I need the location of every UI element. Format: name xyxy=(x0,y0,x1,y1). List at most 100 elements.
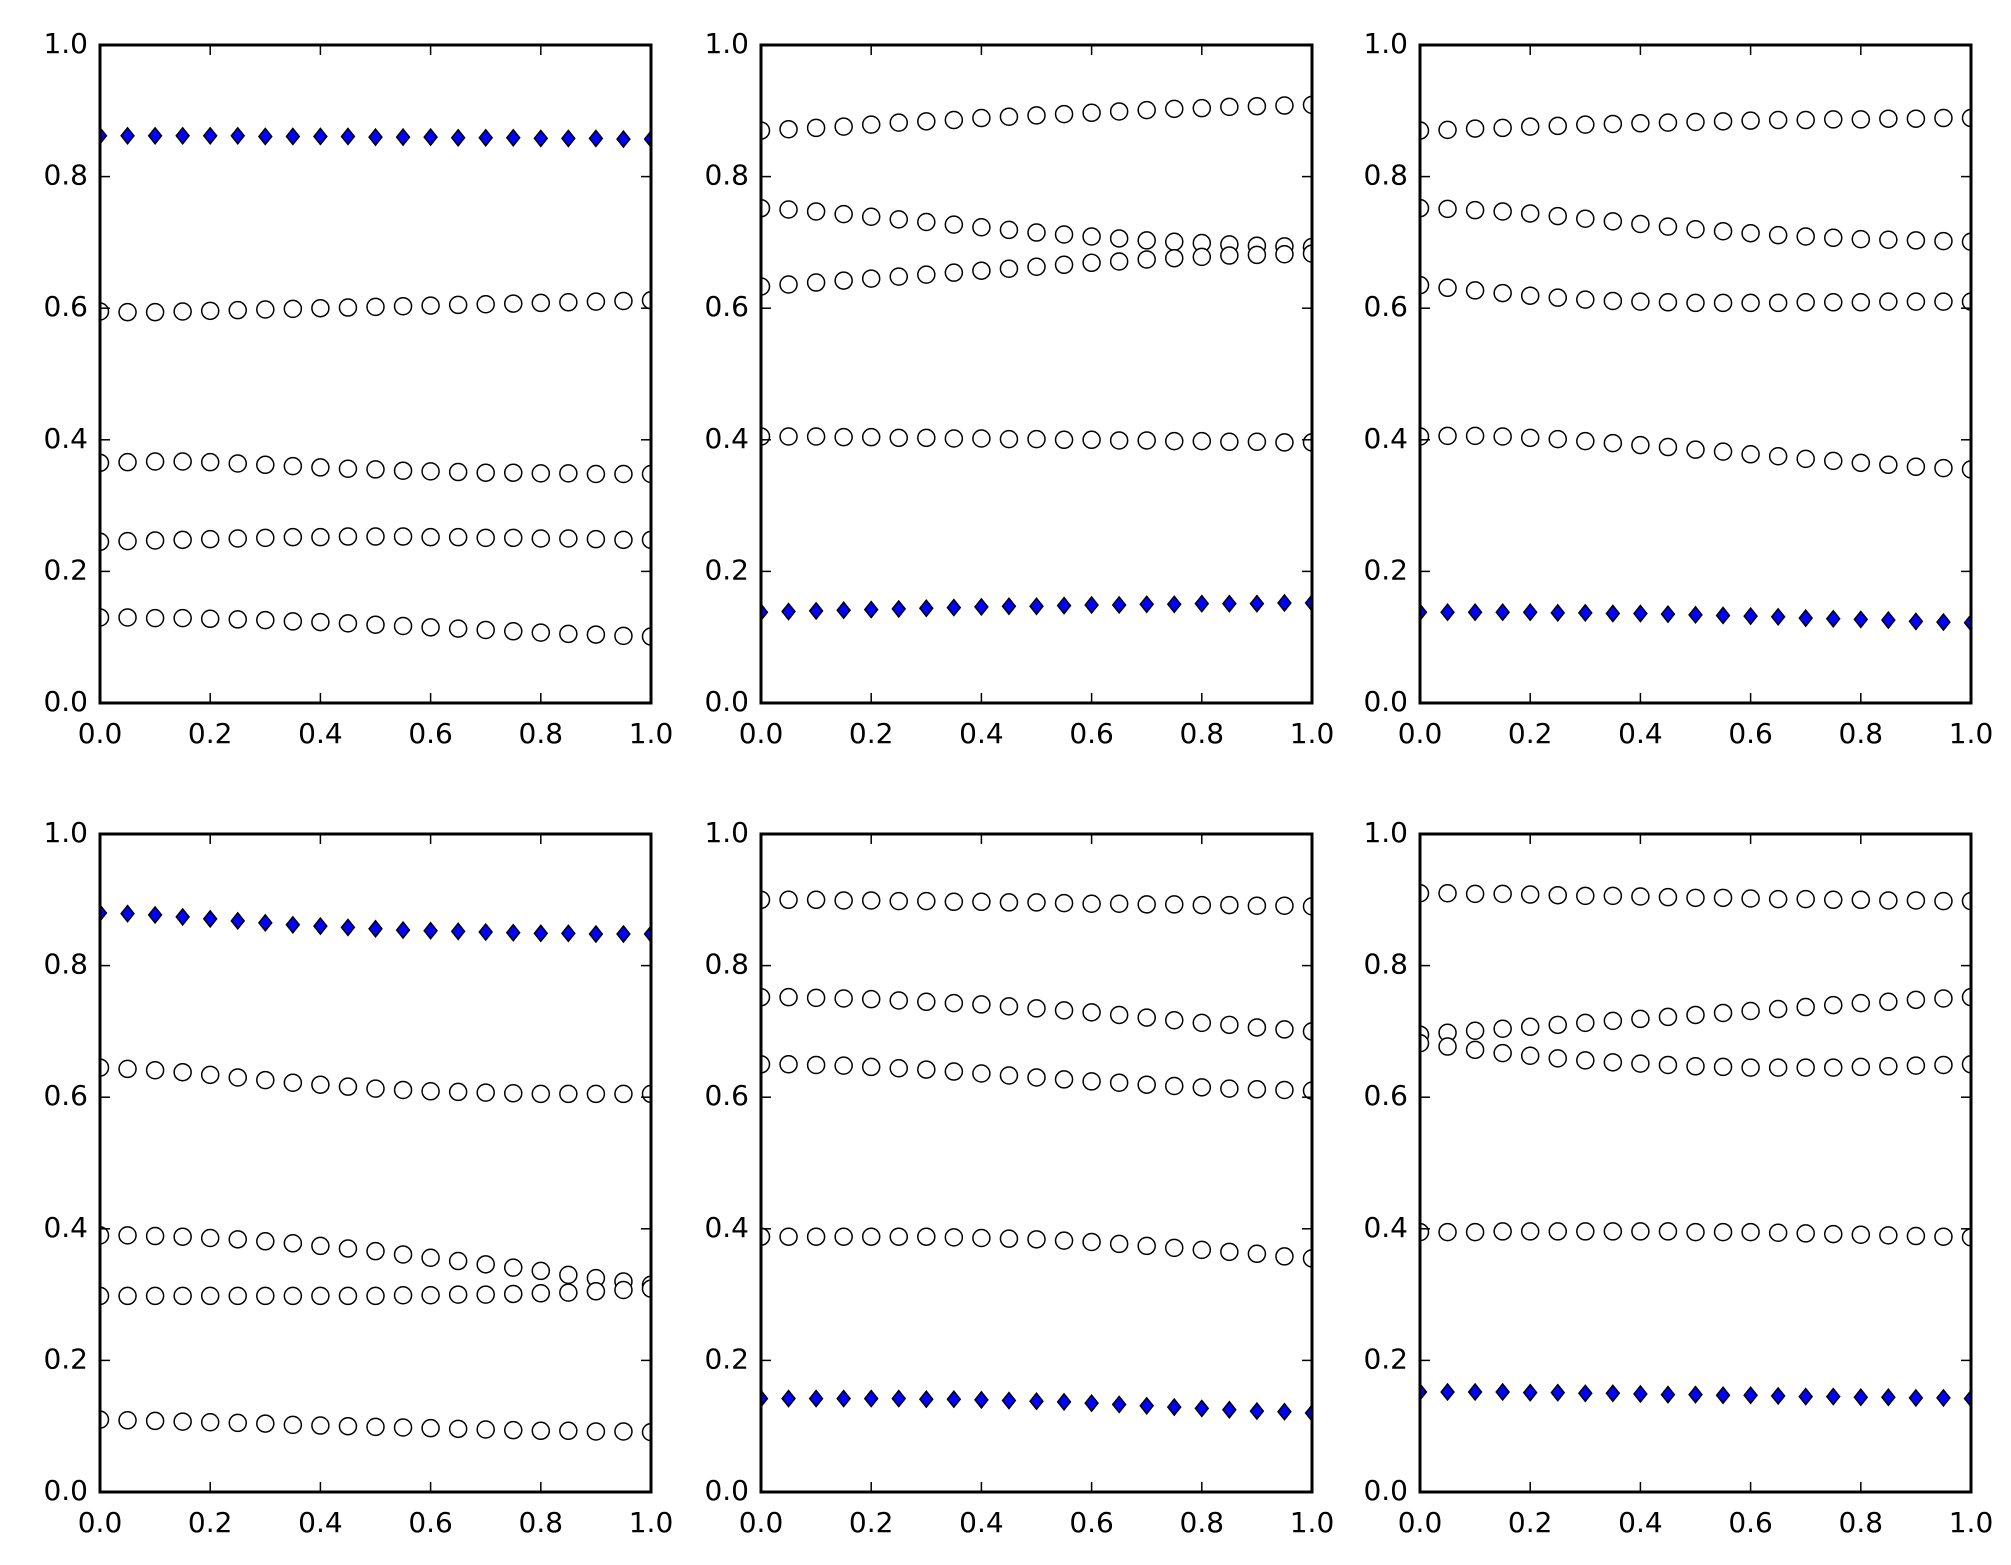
circle-point xyxy=(1658,1055,1678,1075)
diamond-point xyxy=(1304,1403,1312,1423)
x-tick-label: 0.6 xyxy=(408,1506,453,1539)
diamond-point xyxy=(616,924,631,944)
circle-point xyxy=(1851,993,1871,1013)
axes-frame xyxy=(98,43,653,705)
circle-point xyxy=(531,1421,551,1441)
circle-point xyxy=(614,626,633,646)
circle-point xyxy=(283,456,303,476)
circle-point xyxy=(1906,231,1926,250)
circle-point xyxy=(559,1265,578,1285)
x-tick-label: 0.8 xyxy=(1839,717,1884,750)
circle-point xyxy=(1275,433,1294,452)
circle-point xyxy=(421,462,440,481)
circle-point xyxy=(421,1286,440,1305)
circle-point xyxy=(1631,214,1650,234)
circle-point xyxy=(999,997,1019,1016)
plot-area xyxy=(761,890,1312,1423)
y-tick-label: 0.2 xyxy=(1363,553,1408,586)
circle-point xyxy=(761,277,771,296)
circle-point xyxy=(806,118,826,138)
circle-point xyxy=(1713,221,1733,241)
circle-point xyxy=(1934,1227,1953,1246)
diamond-point xyxy=(505,923,521,942)
circle-point xyxy=(1851,453,1871,473)
circle-point xyxy=(1824,228,1843,248)
circle-point xyxy=(1548,429,1567,449)
circle-point xyxy=(1796,110,1815,130)
circle-point xyxy=(283,299,303,319)
diamond-point xyxy=(1522,1383,1538,1402)
y-tick-label: 1.0 xyxy=(43,816,88,849)
circle-point xyxy=(1851,110,1871,129)
circle-point xyxy=(448,462,468,482)
circle-point xyxy=(1576,290,1595,309)
circle-point xyxy=(1741,223,1760,243)
diamond-point xyxy=(1139,1396,1155,1416)
circle-point xyxy=(1576,1013,1595,1033)
circle-point xyxy=(834,1227,853,1246)
circle-point xyxy=(338,527,358,546)
circle-point xyxy=(283,1415,303,1435)
circle-point xyxy=(586,1282,606,1301)
circle-point xyxy=(972,1228,991,1248)
circle-point xyxy=(806,1227,826,1246)
x-tick-label: 0.0 xyxy=(78,1506,123,1539)
circle-point xyxy=(614,1422,633,1441)
circle-point xyxy=(1220,246,1239,265)
diamond-point xyxy=(313,916,328,936)
circle-point xyxy=(200,1228,220,1248)
circle-point xyxy=(1658,217,1678,236)
circle-point xyxy=(889,991,908,1010)
circle-point xyxy=(1420,198,1430,218)
circle-point xyxy=(173,1286,192,1306)
circle-point xyxy=(1603,212,1623,231)
circle-point xyxy=(1027,1068,1046,1087)
circle-point xyxy=(1275,96,1294,115)
circle-point xyxy=(1686,1005,1705,1025)
diamond-point xyxy=(1798,1387,1814,1406)
diamond-point xyxy=(1936,1388,1951,1408)
circle-point xyxy=(421,618,440,637)
circle-point xyxy=(476,1083,495,1102)
diamond-point xyxy=(1056,596,1072,615)
circle-point xyxy=(256,1414,275,1433)
circle-point xyxy=(1275,896,1294,915)
circle-point xyxy=(1576,209,1595,228)
circle-point xyxy=(531,1261,551,1281)
circle-point xyxy=(338,459,358,479)
circle-point xyxy=(1631,114,1650,133)
circle-point xyxy=(834,204,853,224)
diamond-point xyxy=(1277,593,1292,613)
diamond-point xyxy=(395,127,411,147)
x-tick-label: 1.0 xyxy=(1949,717,1994,750)
circle-point xyxy=(1851,890,1871,910)
circle-point xyxy=(200,529,220,549)
circle-point xyxy=(1165,431,1184,451)
diamond-point xyxy=(1825,1387,1841,1406)
circle-point xyxy=(1027,999,1046,1018)
x-tick-label: 0.8 xyxy=(1180,1506,1225,1539)
circle-point xyxy=(531,623,551,642)
circle-point xyxy=(1275,1247,1294,1266)
circle-point xyxy=(228,610,247,629)
circle-point xyxy=(1603,433,1623,453)
circle-point xyxy=(1686,888,1705,908)
circle-point xyxy=(366,1241,385,1261)
circle-point xyxy=(889,1227,908,1246)
circle-point xyxy=(145,1411,165,1431)
circle-point xyxy=(1768,1223,1788,1242)
diamond-point xyxy=(863,600,879,619)
circle-point xyxy=(1768,293,1788,313)
circle-point xyxy=(1082,894,1101,913)
circle-point xyxy=(1934,891,1953,911)
diamond-point xyxy=(505,128,521,147)
circle-point xyxy=(1768,447,1788,466)
circle-point xyxy=(944,110,964,130)
x-tick-label: 0.4 xyxy=(1618,1506,1663,1539)
circle-point xyxy=(1438,883,1457,903)
circle-point xyxy=(504,1284,523,1304)
x-tick-label: 0.0 xyxy=(78,717,123,750)
circle-point xyxy=(311,1286,330,1306)
circle-point xyxy=(1879,230,1898,250)
circle-point xyxy=(1109,1234,1129,1254)
